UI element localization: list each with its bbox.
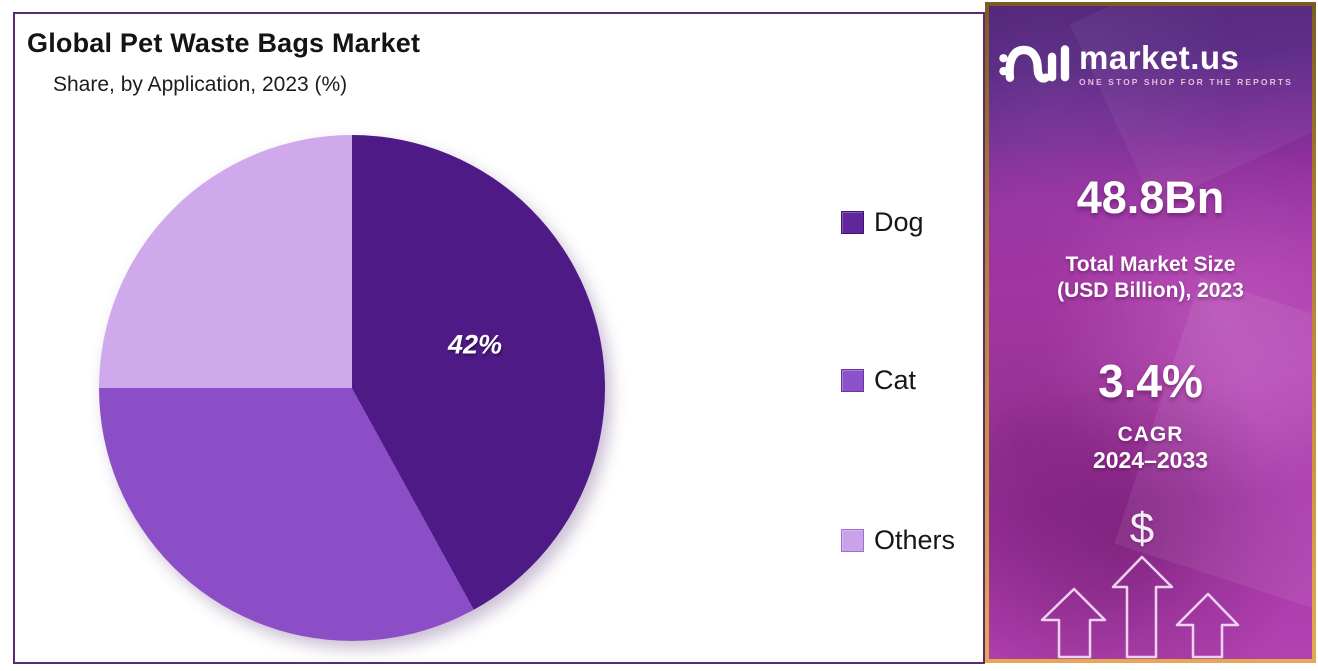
cagr-period: 2024–2033 <box>1092 447 1209 473</box>
cagr-value: 3.4% <box>1098 355 1203 407</box>
pie-slice-label-dog: 42% <box>447 329 503 360</box>
pie-chart <box>99 135 605 641</box>
growth-arrows-icon <box>1040 555 1240 659</box>
cagr-label: CAGR <box>1117 423 1184 446</box>
sidebar-background: market.us ONE STOP SHOP FOR THE REPORTS … <box>989 6 1312 659</box>
legend-label-dog: Dog <box>874 207 924 237</box>
legend-item-cat: Cat <box>841 365 916 395</box>
market-size-label-line1: Total Market Size <box>1065 253 1236 276</box>
chart-subtitle: Share, by Application, 2023 (%) <box>53 73 348 96</box>
legend-item-dog: Dog <box>841 207 924 237</box>
legend-label-cat: Cat <box>874 365 917 395</box>
market-size-label-line2: (USD Billion), 2023 <box>1057 279 1244 302</box>
legend-swatch-dog <box>841 210 864 234</box>
legend-swatch-others <box>841 528 864 552</box>
brand-logo: market.us ONE STOP SHOP FOR THE REPORTS <box>997 32 1293 95</box>
chart-panel: Global Pet Waste Bags Market Share, by A… <box>13 12 985 664</box>
legend-item-others: Others <box>841 525 955 555</box>
legend-label-others: Others <box>874 525 956 555</box>
brand-tagline: ONE STOP SHOP FOR THE REPORTS <box>1079 76 1293 87</box>
market-us-logo-icon <box>997 32 1071 95</box>
legend-swatch-cat <box>841 368 864 392</box>
chart-title: Global Pet Waste Bags Market <box>27 28 421 58</box>
brand-name: market.us <box>1079 38 1240 76</box>
dollar-icon: $ <box>1129 504 1155 553</box>
market-size-value: 48.8Bn <box>1076 172 1225 223</box>
market-size-label: Total Market Size (USD Billion), 2023 <box>989 252 1312 304</box>
sidebar: market.us ONE STOP SHOP FOR THE REPORTS … <box>985 2 1316 663</box>
